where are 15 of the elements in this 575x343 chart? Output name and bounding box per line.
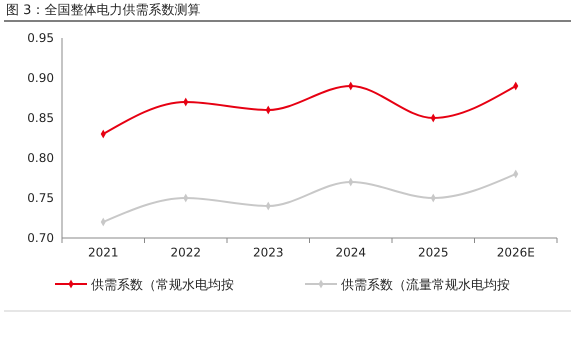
y-tick-label: 0.75 (27, 190, 54, 205)
y-tick-label: 0.95 (27, 30, 54, 45)
x-tick-label: 2025 (418, 246, 449, 260)
chart-title: 图 3：全国整体电力供需系数测算 (6, 3, 200, 18)
legend-label: 供需系数（常规水电均按 (91, 278, 234, 293)
x-tick-label: 2022 (170, 246, 202, 260)
legend-label: 供需系数（流量常规水电均按 (341, 277, 510, 293)
x-tick-label: 2024 (335, 246, 366, 260)
y-tick-label: 0.80 (27, 150, 54, 165)
x-tick-label: 2023 (252, 246, 284, 260)
y-tick-label: 0.85 (27, 110, 54, 125)
x-tick-label: 2021 (88, 246, 119, 260)
y-tick-label: 0.90 (27, 70, 54, 85)
y-tick-label: 0.70 (27, 230, 54, 245)
x-tick-label: 2026E (496, 246, 535, 260)
